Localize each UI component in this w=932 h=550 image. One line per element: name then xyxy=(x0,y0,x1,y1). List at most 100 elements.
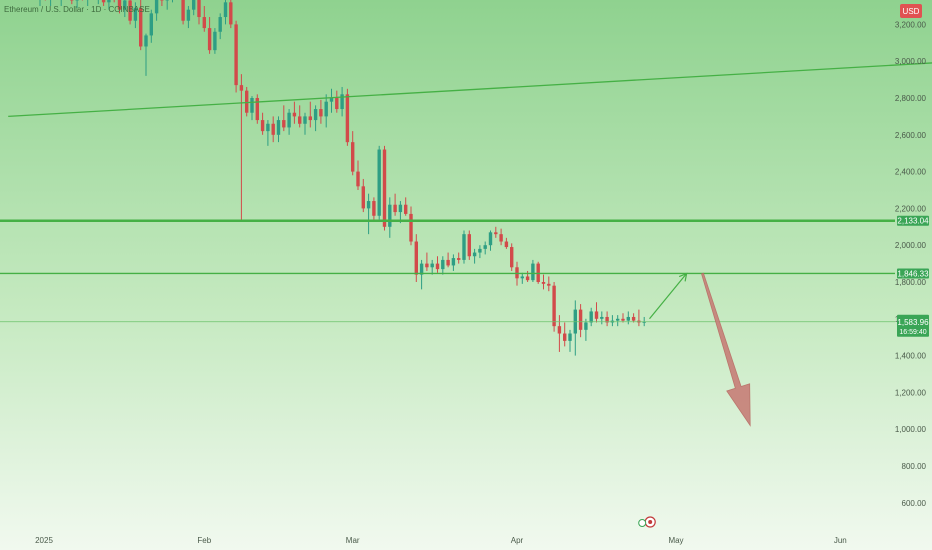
candle-61 xyxy=(361,178,365,213)
candle-100 xyxy=(568,329,572,352)
candle-body xyxy=(430,263,434,268)
candle-104 xyxy=(589,307,593,327)
candle-103 xyxy=(584,318,588,341)
event-icon-secondary[interactable] xyxy=(638,519,647,527)
candle-69 xyxy=(404,197,408,216)
candle-body xyxy=(467,234,471,257)
candle-body xyxy=(218,17,222,32)
candle-30 xyxy=(197,0,201,25)
candle-39 xyxy=(245,86,249,117)
candle-body xyxy=(589,311,593,323)
candle-87 xyxy=(499,228,503,246)
x-axis[interactable]: 2025 Feb Mar Apr May Jun xyxy=(35,536,847,545)
level-high-badge: 2,133.04 xyxy=(897,217,929,226)
currency-badge[interactable]: USD xyxy=(903,7,920,16)
candle-body xyxy=(197,0,201,18)
projection-up-arrowhead xyxy=(678,272,688,282)
candle-body xyxy=(446,259,450,266)
candle-body xyxy=(298,116,302,124)
candle-body xyxy=(488,232,493,246)
price-badges: 2,133.04 1,846.33 1,583.96 16:59:40 USD xyxy=(897,4,929,337)
candle-body xyxy=(271,123,275,135)
candle-50 xyxy=(303,112,307,135)
candle-body xyxy=(499,234,503,242)
candle-60 xyxy=(356,160,360,190)
candle-body xyxy=(361,186,365,209)
candle-23 xyxy=(160,0,164,6)
y-tick-label-0: 600.00 xyxy=(902,499,927,508)
candle-body xyxy=(557,326,562,334)
candle-70 xyxy=(409,206,413,246)
candle-body xyxy=(409,213,413,242)
candle-98 xyxy=(557,315,562,352)
candle-body xyxy=(287,112,291,128)
candle-85 xyxy=(488,230,493,251)
symbol-title[interactable]: Ethereum / U.S. Dollar · 1D · COINBASE xyxy=(4,5,150,14)
trendline xyxy=(8,62,932,118)
candle-89 xyxy=(510,243,514,271)
candle-body xyxy=(335,98,339,110)
candle-66 xyxy=(388,197,392,238)
candle-83 xyxy=(478,245,482,259)
candle-63 xyxy=(372,197,376,220)
candle-72 xyxy=(419,259,424,290)
candle-20 xyxy=(144,33,148,76)
candle-111 xyxy=(626,311,630,325)
candle-body xyxy=(382,149,387,227)
candle-42 xyxy=(260,112,265,135)
currency-badge-bg[interactable] xyxy=(900,4,922,18)
candle-body xyxy=(494,232,498,235)
candle-54 xyxy=(324,94,328,128)
candle-body xyxy=(510,247,514,268)
candle-46 xyxy=(282,105,286,132)
candle-body xyxy=(547,283,551,286)
candle-body xyxy=(229,2,233,25)
candle-53 xyxy=(319,99,323,124)
candle-79 xyxy=(457,252,461,264)
candle-88 xyxy=(504,237,509,249)
candle-2 xyxy=(50,0,52,6)
candle-49 xyxy=(298,105,302,128)
candle-82 xyxy=(472,248,477,264)
candle-74 xyxy=(430,259,434,275)
y-tick-label-11: 2,800.00 xyxy=(895,94,927,103)
candle-body xyxy=(462,234,466,260)
candle-body xyxy=(186,9,191,21)
candle-body xyxy=(282,120,286,128)
candle-41 xyxy=(255,94,259,124)
candle-body xyxy=(616,318,620,321)
candle-body xyxy=(457,258,461,260)
y-tick-label-7: 2,000.00 xyxy=(895,241,927,250)
candle-body xyxy=(425,263,429,268)
candle-body xyxy=(234,24,238,86)
candle-109 xyxy=(616,315,620,327)
candle-body xyxy=(239,85,244,91)
candle-body xyxy=(133,7,138,21)
candle-body xyxy=(393,204,397,213)
candle-44 xyxy=(271,116,275,143)
x-tick-label-2: Mar xyxy=(346,536,360,545)
y-tick-label-2: 1,000.00 xyxy=(895,425,927,434)
candle-76 xyxy=(441,256,445,275)
candle-81 xyxy=(467,230,471,260)
candle-51 xyxy=(308,101,312,128)
candle-17 xyxy=(128,0,132,25)
candle-84 xyxy=(483,241,487,255)
candle-11 xyxy=(97,0,99,5)
candle-106 xyxy=(600,311,604,325)
projection-up-arrow xyxy=(649,273,688,320)
candle-body xyxy=(594,311,599,319)
y-tick-label-3: 1,200.00 xyxy=(895,388,927,397)
candle-107 xyxy=(605,311,609,327)
candle-body xyxy=(340,94,344,110)
y-tick-label-6: 1,800.00 xyxy=(895,278,927,287)
candle-0 xyxy=(39,0,41,6)
candle-body xyxy=(631,316,636,321)
last-price-badge-bg xyxy=(897,314,929,337)
candle-body xyxy=(472,252,477,257)
candle-35 xyxy=(223,0,228,25)
candle-body xyxy=(531,263,535,281)
